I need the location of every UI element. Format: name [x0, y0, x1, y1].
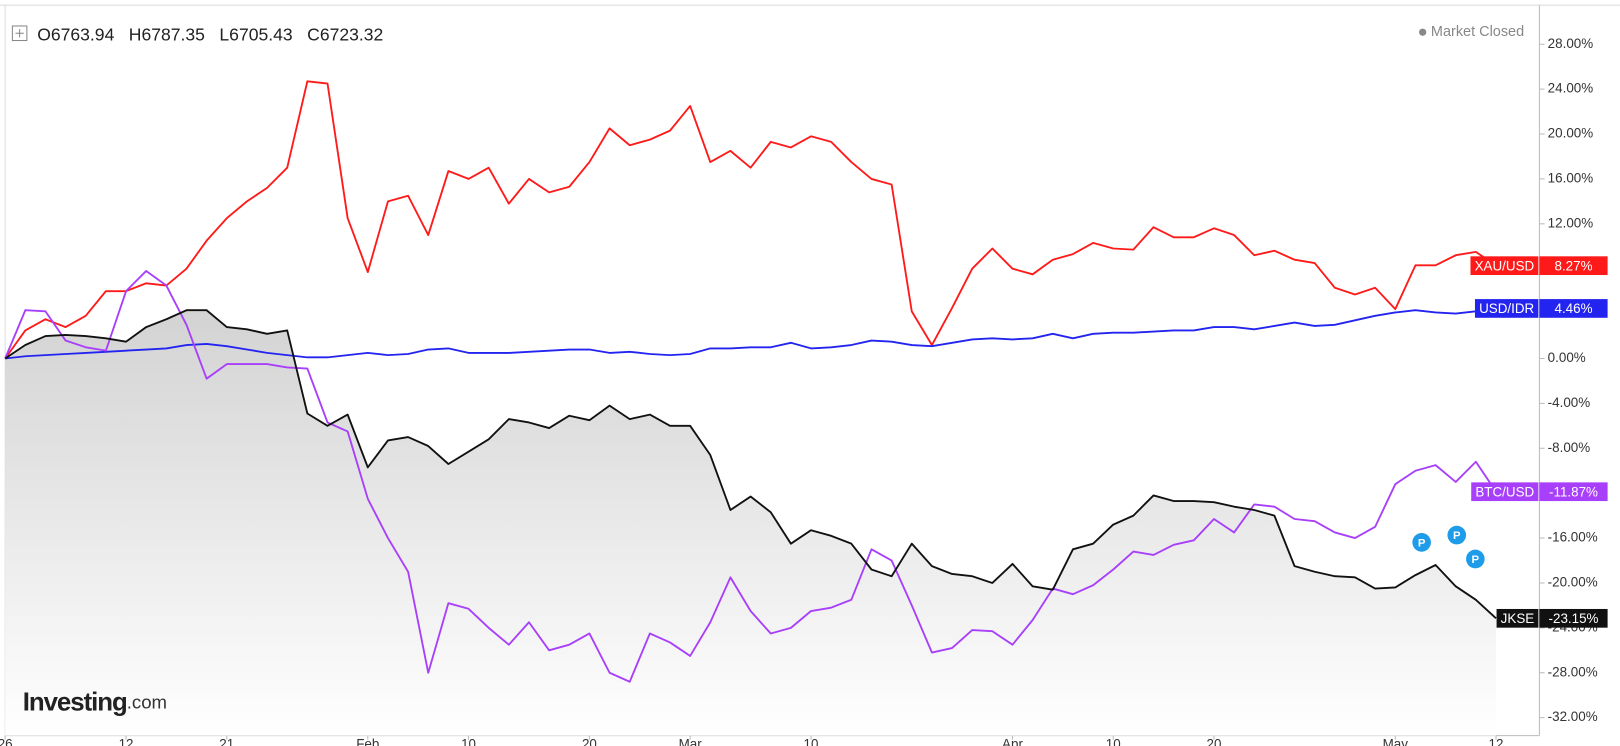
event-marker-label: P	[1472, 554, 1480, 566]
event-marker[interactable]	[1466, 549, 1485, 569]
x-tick-label: Apr	[1002, 736, 1023, 746]
value-tag: 8.27%	[1554, 258, 1592, 273]
y-tick-label: -8.00%	[1548, 440, 1591, 455]
x-tick-label: 21	[219, 736, 234, 746]
y-tick-label: -28.00%	[1548, 664, 1598, 679]
event-marker-label: P	[1453, 530, 1461, 542]
y-tick-label: 0.00%	[1548, 350, 1586, 365]
plot	[4, 80, 1497, 736]
ohlc-value: 6723.32	[320, 24, 383, 44]
logo-suffix: .com	[127, 691, 167, 712]
legend-label: XAU/USD	[1475, 258, 1535, 273]
value-tag-box	[1539, 482, 1608, 502]
event-marker-label: P	[1418, 537, 1426, 549]
ohlc-key: H	[129, 24, 142, 44]
x-tick-label: May	[1383, 736, 1409, 746]
value-tag: -11.87%	[1549, 484, 1598, 499]
ohlc-value: 6705.43	[229, 24, 293, 44]
x-tick-label: 26	[0, 736, 13, 746]
x-tick-label: 10	[804, 736, 819, 746]
legend-label: JKSE	[1501, 611, 1535, 626]
ohlc: O6763.94 H6787.35 L6705.43 C6723.32	[37, 24, 383, 44]
x-tick-label: 20	[1207, 736, 1222, 746]
y-tick-label: 12.00%	[1548, 215, 1594, 230]
legend-box	[1470, 256, 1539, 276]
x-tick-label: 10	[461, 736, 476, 746]
y-tick-label: 16.00%	[1548, 170, 1594, 185]
event-marker[interactable]	[1447, 525, 1467, 545]
x-tick-label: 10	[1106, 736, 1121, 746]
y-tick-label: 28.00%	[1548, 36, 1594, 51]
y-tick-label: -20.00%	[1548, 575, 1598, 590]
ohlc-key: O	[37, 24, 51, 44]
ohlc-value: 6763.94	[51, 24, 115, 44]
series-line	[4, 80, 1497, 360]
legend-label: USD/IDR	[1479, 301, 1534, 316]
y-tick-label: -32.00%	[1548, 709, 1598, 724]
x-tick-label: Feb	[356, 736, 379, 746]
area-fill	[5, 310, 1497, 736]
toggle-icon[interactable]	[11, 25, 28, 42]
header: O6763.94 H6787.35 L6705.43 C6723.32 Market …	[11, 24, 1524, 44]
x-tick-label: 12	[1489, 736, 1504, 746]
legend-box	[1474, 299, 1539, 318]
value-tag: 4.46%	[1554, 301, 1592, 316]
status-dot	[1419, 28, 1427, 36]
legend-box	[1496, 608, 1539, 628]
x-tick-label: 20	[582, 736, 597, 746]
ohlc-key: L	[219, 24, 229, 44]
legend-label: BTC/USD	[1475, 484, 1534, 499]
market-status: Market Closed	[1431, 24, 1524, 40]
series-line	[5, 307, 1497, 360]
y-tick-label: -16.00%	[1548, 530, 1598, 545]
ohlc-key: C	[307, 24, 320, 44]
y-tick-label: 20.00%	[1548, 126, 1594, 141]
event-marker[interactable]	[1412, 533, 1431, 552]
y-tick-label: -4.00%	[1548, 395, 1591, 410]
ohlc-value: 6787.35	[141, 24, 205, 44]
value-tag: -23.15%	[1549, 611, 1599, 626]
value-tag-box	[1539, 256, 1608, 276]
x-tick-label: 12	[119, 736, 134, 746]
value-tag-box	[1539, 608, 1608, 628]
x-tick-label: Mar	[679, 736, 703, 746]
logo: Investing.com	[23, 688, 167, 716]
series-line	[4, 309, 1497, 620]
y-tick-label: 24.00%	[1548, 81, 1594, 96]
value-tag-box	[1539, 299, 1608, 318]
logo-name: Investing	[23, 688, 127, 716]
legend-box	[1471, 482, 1539, 502]
series-line	[4, 270, 1497, 683]
